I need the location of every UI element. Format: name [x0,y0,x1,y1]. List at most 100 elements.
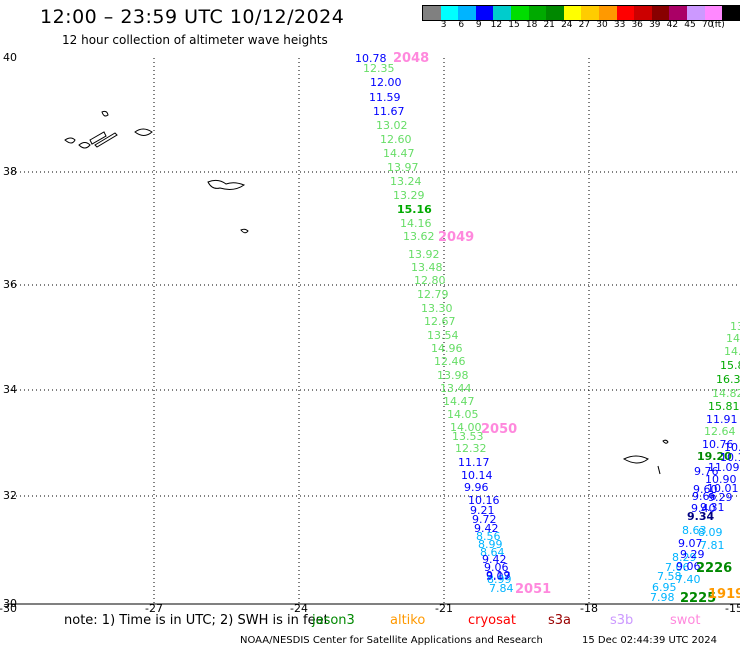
pass-label: 2051 [515,582,551,597]
track-a-value: 13.97 [387,161,419,174]
track-a-value: 13.53 [452,430,484,443]
legend-label: 39 [649,20,661,30]
track-b-value: 7.58 [657,570,682,583]
island-porto-santo [662,439,669,444]
legend-swatch [475,6,494,20]
track-b-value: 19.20 [697,450,732,463]
track-a-value: 12.67 [424,315,456,328]
track-labels: 10.7812.3512.0011.5911.6713.0212.6014.47… [355,51,740,606]
track-b-value: 8.29 [672,551,697,564]
track-a-value: 13.48 [411,261,443,274]
track-a-value: 9.96 [464,481,489,494]
track-a-value: 10.16 [468,494,500,507]
island-pico [89,131,107,145]
satellite-swot: swot [670,613,701,628]
track-b-value: 10.16 [720,451,740,464]
track-a-value: 9.07 [486,570,511,583]
island-sao-miguel [207,179,246,190]
color-legend-labels: 3 6 9 12 15 18 21 24 27 30 33 36 39 42 45 70 (ft) [422,20,740,32]
map-subtitle: 12 hour collection of altimeter wave hei… [62,33,328,47]
track-b-value: 9.34 [687,510,714,523]
legend-swatch [458,6,476,20]
legend-swatch [546,6,564,20]
track-a-value: 13.44 [440,382,472,395]
satellite-jason3: jason3 [312,613,355,628]
island-santa-maria [240,228,249,234]
track-b-value: 9.60 [693,483,718,496]
legend-label: 45 [684,20,696,30]
track-a-value: 12.60 [380,133,412,146]
legend-unit: (ft) [711,20,725,30]
track-b-value: 9.29 [708,491,733,504]
legend-label: 24 [561,20,573,30]
x-tick-label: -24 [290,602,308,615]
y-tick-label: 34 [3,383,17,396]
footnote: note: 1) Time is in UTC; 2) SWH is in fe… [64,613,329,628]
legend-swatch [510,6,529,20]
island-outlines [64,110,669,475]
track-a-value: 12.35 [363,62,395,75]
track-b-value: 14.82 [712,387,740,400]
track-a-value: 14.00 [450,421,482,434]
x-tick-label: -18 [580,602,598,615]
track-a-value: 7.84 [489,582,514,595]
x-tick-label: -15 [725,602,740,615]
pass-label: 2225 [680,591,716,606]
track-a-value: 8.99 [478,538,503,551]
satellite-cryosat: cryosat [468,613,516,628]
legend-swatch [423,6,441,20]
island-madeira [622,455,649,464]
legend-swatch [616,6,635,20]
track-b-value: 9.76 [694,465,719,478]
track-a-value: 12.32 [455,442,487,455]
legend-label: 42 [666,20,679,30]
track-b-value: 10.28 [724,441,740,454]
track-b-value: 10.76 [702,438,734,451]
track-b-value: 9.66 [692,490,717,503]
island-terceira [134,128,153,136]
legend-swatch [440,6,459,20]
track-a-value: 8.56 [476,530,501,543]
track-b-value: 15.8 [720,359,740,372]
legend-label: 27 [578,20,591,30]
track-a-value: 14.05 [447,408,479,421]
track-b-value: 14.9 [724,345,740,358]
island-faial [78,142,91,149]
track-b-value: 15.81 [708,400,740,413]
track-a-value: 12.79 [417,288,449,301]
track-a-value: 13.02 [376,119,408,132]
legend-swatch [528,6,547,20]
map-title: 12:00 – 23:59 UTC 10/12/2024 [40,6,345,28]
legend-swatch [722,6,740,20]
x-tick-label: -30 [0,602,17,615]
island-desertas [657,465,661,475]
track-a-value: 11.59 [369,91,401,104]
track-b-value: 9.07 [678,537,703,550]
footer-credit: NOAA/NESDIS Center for Satellite Applica… [240,635,543,646]
legend-swatch [651,6,670,20]
legend-label: 33 [613,20,626,30]
pass-label: 2226 [696,561,732,576]
track-a-value: 13.30 [421,302,453,315]
track-b-value: 7.81 [700,539,725,552]
y-tick-label: 32 [3,489,17,502]
pass-label: 1919 [708,587,740,602]
y-tick-label: 40 [3,51,17,64]
track-b-value: 9.31 [700,501,725,514]
legend-label: 3 [440,20,447,30]
track-a-value: 12.46 [434,355,466,368]
track-a-value: 14.47 [383,147,415,160]
legend-label: 70 [701,20,714,30]
island-flores [64,137,76,144]
track-b-value: 8.09 [698,526,723,539]
track-a-value: 13.62 [403,230,435,243]
map-grid: -30 -27 -24 -21 -18 -15 40 38 36 34 32 30 [0,51,740,615]
track-b-value: 16.3 [716,373,740,386]
track-a-value: 8.99 [487,573,512,586]
legend-swatch [634,6,652,20]
track-a-value: 12.80 [414,274,446,287]
x-tick-label: -27 [145,602,163,615]
track-b-value: 9.29 [680,548,705,561]
track-a-value: 9.72 [472,513,497,526]
